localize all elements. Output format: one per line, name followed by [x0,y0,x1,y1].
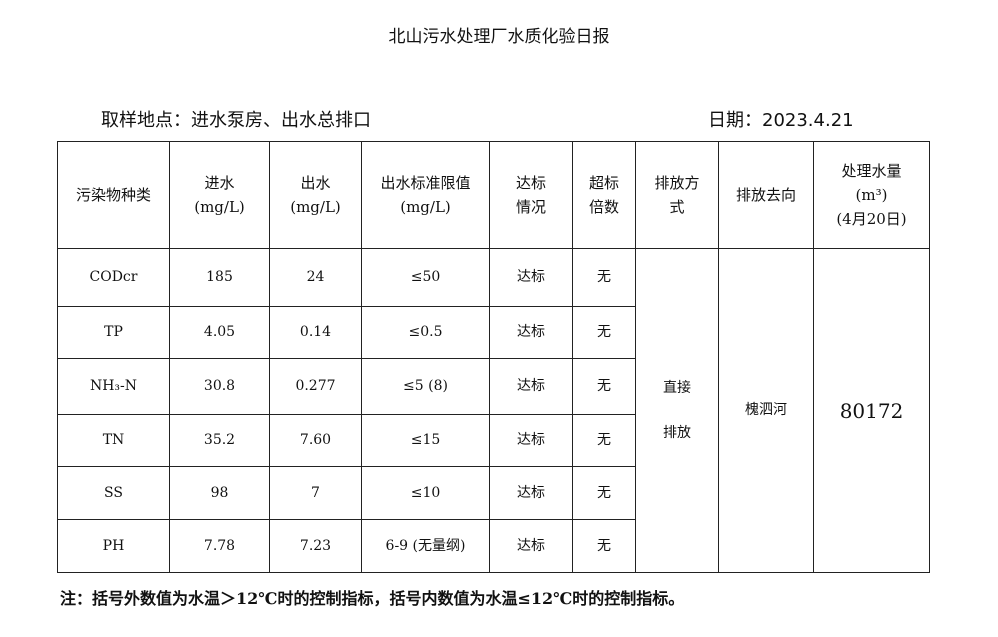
table-row: CODcr 185 24 ≤50 达标 无 直接 排放 槐泗河 80172 [57,248,930,573]
cell-inflow: 185 [169,248,270,307]
footnote: 注：括号外数值为水温＞12℃时的控制指标，括号内数值为水温≤12℃时的控制指标。 [60,589,685,608]
cell-exceed: 无 [572,466,636,520]
cell-limit: ≤50 [361,248,490,307]
header-limit: 出水标准限值 (mg/L) [361,141,490,249]
cell-limit: ≤5 (8) [361,358,490,415]
cell-name: CODcr [57,248,170,307]
cell-inflow: 4.05 [169,306,270,359]
cell-outflow: 7.23 [269,519,362,573]
cell-name: SS [57,466,170,520]
report-title: 北山污水处理厂水质化验日报 [388,27,610,47]
cell-inflow: 7.78 [169,519,270,573]
header-compliance: 达标 情况 [489,141,573,249]
cell-outflow: 7 [269,466,362,520]
cell-exceed: 无 [572,358,636,415]
cell-exceed: 无 [572,414,636,467]
cell-inflow: 35.2 [169,414,270,467]
cell-exceed: 无 [572,306,636,359]
report-date: 日期：2023.4.21 [708,110,854,131]
cell-exceed: 无 [572,519,636,573]
sampling-location: 取样地点：进水泵房、出水总排口 [101,110,371,131]
header-pollutant: 污染物种类 [57,141,170,249]
cell-status: 达标 [489,306,573,359]
cell-name: TN [57,414,170,467]
cell-inflow: 30.8 [169,358,270,415]
header-method: 排放方式 [635,141,719,249]
water-quality-table: 污染物种类 进水 (mg/L) 出水 (mg/L) 出水标准限值 (mg/L) 达标情… [57,141,930,573]
header-exceed: 超标 倍数 [572,141,636,249]
cell-status: 达标 [489,248,573,307]
table-row: TN 35.2 7.60 ≤15 达标 无 [57,414,930,467]
header-volume: 处理水量 (m³) (4月20日) [813,141,930,249]
table-row: SS 98 7 ≤10 达标 无 [57,466,930,520]
cell-limit: 6-9 (无量纲) [361,519,490,573]
cell-status: 达标 [489,519,573,573]
cell-name: NH₃-N [57,358,170,415]
table-row: PH 7.78 7.23 6-9 (无量纲) 达标 无 [57,519,930,573]
cell-limit: ≤15 [361,414,490,467]
cell-limit: ≤10 [361,466,490,520]
cell-status: 达标 [489,414,573,467]
cell-name: TP [57,306,170,359]
cell-method: 直接 排放 [635,248,719,573]
cell-name: PH [57,519,170,573]
header-outflow: 出水 (mg/L) [269,141,362,249]
header-inflow: 进水 (mg/L) [169,141,270,249]
table-row: TP 4.05 0.14 ≤0.5 达标 无 [57,306,930,359]
cell-inflow: 98 [169,466,270,520]
cell-outflow: 0.277 [269,358,362,415]
cell-volume: 80172 [813,248,930,573]
cell-destination: 槐泗河 [718,248,814,573]
cell-limit: ≤0.5 [361,306,490,359]
cell-outflow: 7.60 [269,414,362,467]
cell-status: 达标 [489,358,573,415]
cell-outflow: 0.14 [269,306,362,359]
cell-status: 达标 [489,466,573,520]
header-row: 污染物种类 进水 (mg/L) 出水 (mg/L) 出水标准限值 (mg/L) 达标情… [57,141,930,249]
cell-outflow: 24 [269,248,362,307]
header-destination: 排放去向 [718,141,814,249]
table-row: NH₃-N 30.8 0.277 ≤5 (8) 达标 无 [57,358,930,415]
cell-exceed: 无 [572,248,636,307]
